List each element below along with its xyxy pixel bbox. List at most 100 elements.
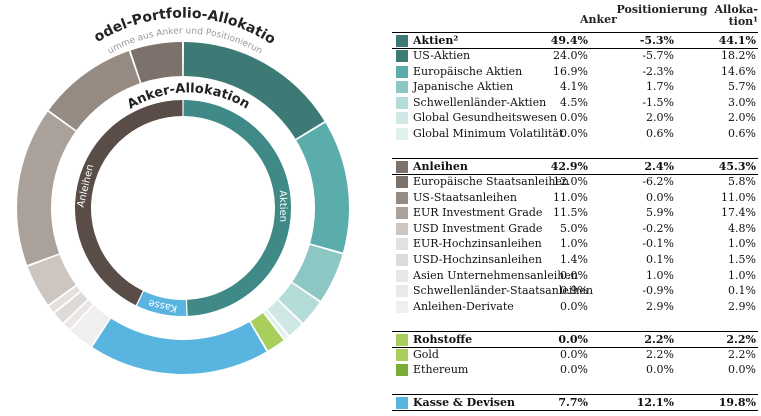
row-label: US-Aktien: [413, 49, 471, 62]
anker-value: 7.7%: [558, 396, 588, 409]
color-swatch: [396, 334, 408, 346]
color-swatch: [396, 112, 408, 124]
color-swatch: [396, 35, 408, 47]
table-row: Japanische Aktien 4.1% 1.7% 5.7%: [392, 79, 758, 94]
anker-value: 4.1%: [560, 80, 588, 93]
allokation-value: 0.1%: [728, 284, 756, 297]
row-label: Gold: [413, 348, 439, 361]
allocation-donut-chart: Model-Portfolio-Allokation (Summe aus An…: [0, 0, 349, 374]
anker-value: 0.9%: [560, 284, 588, 297]
positionierung-value: 5.9%: [646, 206, 674, 219]
table-row: USD Investment Grade 5.0% -0.2% 4.8%: [392, 221, 758, 236]
color-swatch: [396, 238, 408, 250]
ring-slice: [64, 300, 93, 330]
anker-value: 0.0%: [560, 127, 588, 140]
row-label: Europäische Aktien: [413, 65, 523, 78]
row-label: USD-Hochzinsanleihen: [413, 253, 542, 266]
table-row: Gold 0.0% 2.2% 2.2%: [392, 347, 758, 362]
allokation-value: 17.4%: [721, 206, 756, 219]
allokation-value: 5.8%: [728, 175, 756, 188]
ring-slice: [27, 254, 76, 305]
row-label: Kasse & Devisen: [413, 396, 515, 409]
allokation-value: 4.8%: [728, 222, 756, 235]
positionierung-value: 2.0%: [646, 111, 674, 124]
row-label: US-Staatsanleihen: [413, 191, 517, 204]
row-label: Anleihen-Derivate: [413, 300, 514, 313]
allokation-value: 11.0%: [721, 191, 756, 204]
positionierung-value: -6.2%: [642, 175, 674, 188]
color-swatch: [396, 349, 408, 361]
row-label: Schwellenländer-Aktien: [413, 96, 547, 109]
ring-slice: [48, 51, 140, 131]
color-swatch: [396, 301, 408, 313]
anker-value: 12.0%: [553, 175, 588, 188]
row-label: Japanische Aktien: [413, 80, 514, 93]
row-label: Global Gesundheitswesen: [413, 111, 558, 124]
anker-value: 0.0%: [560, 111, 588, 124]
table-row: Europäische Aktien 16.9% -2.3% 14.6%: [392, 64, 758, 79]
positionierung-value: 0.0%: [646, 191, 674, 204]
table-row: Anleihen-Derivate 0.0% 2.9% 2.9%: [392, 299, 758, 314]
table-row: Ethereum 0.0% 0.0% 0.0%: [392, 362, 758, 377]
table-row: US-Aktien 24.0% -5.7% 18.2%: [392, 48, 758, 63]
allokation-value: 45.3%: [718, 160, 756, 173]
outer-ring: [16, 42, 349, 374]
table-row: Global Minimum Volatilität 0.0% 0.6% 0.6%: [392, 126, 758, 141]
ring-slice: [16, 111, 76, 265]
category-row: Kasse & Devisen 7.7% 12.1% 19.8%: [392, 394, 758, 411]
color-swatch: [396, 50, 408, 62]
ring-slice: [70, 305, 110, 347]
allokation-value: 2.2%: [726, 333, 756, 346]
positionierung-value: 0.0%: [646, 363, 674, 376]
ring-slice: [75, 100, 183, 306]
allokation-value: 44.1%: [718, 34, 756, 47]
positionierung-value: -0.9%: [642, 284, 674, 297]
allokation-value: 2.0%: [728, 111, 756, 124]
anker-value: 49.4%: [550, 34, 588, 47]
row-label: EUR Investment Grade: [413, 206, 543, 219]
allokation-value: 3.0%: [728, 96, 756, 109]
allocation-table: Anker Positionierung Alloka- tion¹ Aktie…: [392, 0, 761, 416]
row-label: Aktien²: [413, 34, 459, 47]
allokation-value: 5.7%: [728, 80, 756, 93]
color-swatch: [396, 66, 408, 78]
color-swatch: [396, 176, 408, 188]
row-label: Schwellenländer-Staatsanleihen: [413, 284, 594, 297]
anker-value: 0.0%: [560, 348, 588, 361]
allokation-value: 14.6%: [721, 65, 756, 78]
color-swatch: [396, 364, 408, 376]
color-swatch: [396, 81, 408, 93]
positionierung-value: -5.3%: [639, 34, 674, 47]
color-swatch: [396, 397, 408, 409]
table-row: Europäische Staatsanleihen 12.0% -6.2% 5.8%: [392, 174, 758, 189]
inner-slice-label: Aktien: [277, 190, 289, 222]
row-label: EUR-Hochzinsanleihen: [413, 237, 542, 250]
color-swatch: [396, 254, 408, 266]
positionierung-value: 2.4%: [644, 160, 674, 173]
positionierung-value: -0.1%: [642, 237, 674, 250]
positionierung-value: 1.0%: [646, 269, 674, 282]
positionierung-value: 2.9%: [646, 300, 674, 313]
row-label: Europäische Staatsanleihen: [413, 175, 570, 188]
positionierung-value: 12.1%: [636, 396, 674, 409]
row-label: Rohstoffe: [413, 333, 473, 346]
ring-slice: [92, 318, 267, 374]
table-row: EUR-Hochzinsanleihen 1.0% -0.1% 1.0%: [392, 236, 758, 251]
allokation-value: 1.5%: [728, 253, 756, 266]
allokation-value: 18.2%: [721, 49, 756, 62]
ring-slice: [296, 122, 349, 253]
allokation-value: 2.9%: [728, 300, 756, 313]
positionierung-value: 0.1%: [646, 253, 674, 266]
allokation-value: 1.0%: [728, 269, 756, 282]
anker-value: 0.0%: [558, 333, 588, 346]
positionierung-value: 2.2%: [644, 333, 674, 346]
anker-value: 11.5%: [553, 206, 588, 219]
ring-slice: [183, 42, 325, 139]
color-swatch: [396, 285, 408, 297]
inner-ring: [75, 100, 291, 316]
row-label: Global Minimum Volatilität: [413, 127, 564, 140]
header-positionierung: Positionierung: [616, 3, 708, 16]
row-label: Asien Unternehmensanleihen: [413, 269, 578, 282]
anker-value: 0.0%: [560, 300, 588, 313]
anker-value: 11.0%: [553, 191, 588, 204]
